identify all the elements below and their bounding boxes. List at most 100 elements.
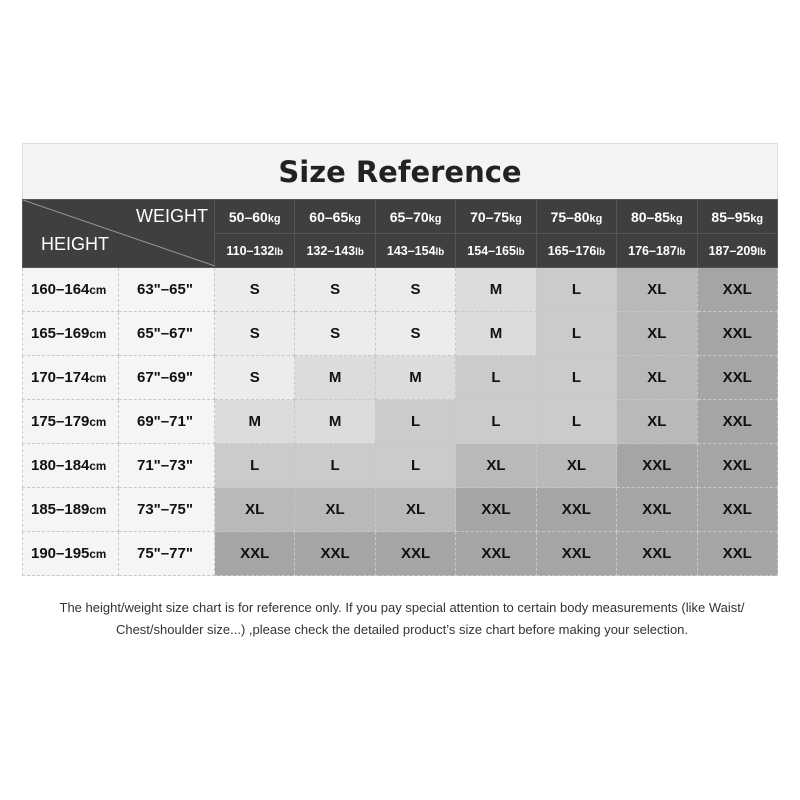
size-cell: XXL	[696, 267, 779, 312]
unit: cm	[89, 416, 107, 429]
unit: cm	[89, 328, 107, 341]
size-cell: M	[213, 399, 296, 444]
diagonal-divider	[23, 200, 215, 266]
size-cell: L	[213, 443, 296, 488]
table-row: 160–164cm 63"–65" S S S M L XL XXL	[22, 267, 779, 312]
weight-kg-header: 70–75kg	[455, 199, 537, 234]
height-cm: 165–169cm	[22, 311, 119, 356]
size-cell: XL	[616, 399, 698, 444]
size-cell: XXL	[455, 531, 537, 576]
size-cell: M	[455, 267, 537, 312]
size-cell: XL	[455, 443, 537, 488]
weight-lb-header: 154–165lb	[455, 233, 537, 268]
size-cell: XXL	[616, 487, 698, 532]
size-cell: XL	[535, 443, 618, 488]
size-cell: L	[535, 267, 618, 312]
unit: kg	[267, 212, 281, 225]
size-cell: XL	[294, 487, 376, 532]
table-row: 190–195cm 75"–77" XXL XXL XXL XXL XXL XXL XXL	[22, 531, 779, 576]
height-inch: 73"–75"	[118, 487, 215, 532]
height-cm: 185–189cm	[22, 487, 119, 532]
value: 50–60	[228, 208, 268, 225]
height-cm: 170–174cm	[22, 355, 119, 400]
weight-kg-header: 65–70kg	[374, 199, 457, 234]
size-cell: XL	[616, 311, 698, 356]
value: 165–176	[547, 243, 597, 258]
size-cell: XXL	[696, 399, 779, 444]
size-cell: XXL	[696, 443, 779, 488]
size-cell: S	[294, 311, 376, 356]
height-inch: 63"–65"	[118, 267, 215, 312]
unit: kg	[348, 212, 361, 225]
table-row: 165–169cm 65"–67" S S S M L XL XXL	[22, 311, 779, 356]
value: 110–132	[226, 243, 275, 258]
size-cell: M	[374, 355, 457, 400]
value: 190–195	[31, 545, 90, 562]
value: 165–169	[31, 325, 90, 342]
value: 175–179	[31, 413, 90, 430]
size-cell: M	[294, 399, 376, 444]
size-cell: M	[294, 355, 376, 400]
size-cell: XL	[616, 355, 698, 400]
unit: cm	[89, 284, 107, 297]
table-row: 180–184cm 71"–73" L L L XL XL XXL XXL	[22, 443, 779, 488]
height-cm: 160–164cm	[22, 267, 119, 312]
size-cell: S	[213, 267, 296, 312]
weight-kg-header: 85–95kg	[696, 199, 779, 234]
unit: lb	[355, 246, 364, 258]
header-corner: WEIGHT HEIGHT	[22, 199, 215, 268]
height-inch: 67"–69"	[118, 355, 215, 400]
size-cell: XXL	[455, 487, 537, 532]
size-cell: XXL	[696, 311, 779, 356]
size-cell: S	[294, 267, 376, 312]
height-label: HEIGHT	[41, 234, 110, 254]
chart-title: Size Reference	[22, 143, 778, 199]
size-cell: L	[374, 399, 457, 444]
unit: kg	[428, 212, 442, 225]
size-chart: Size Reference WEIGHT HEIGHT 50–60kg 60–6…	[22, 143, 779, 576]
height-inch: 75"–77"	[118, 531, 215, 576]
height-inch: 69"–71"	[118, 399, 215, 444]
value: 185–189	[31, 501, 90, 518]
weight-kg-header: 60–65kg	[294, 199, 376, 234]
size-cell: XXL	[535, 487, 618, 532]
size-cell: XXL	[213, 531, 296, 576]
size-cell: M	[455, 311, 537, 356]
size-cell: L	[455, 355, 537, 400]
unit: cm	[89, 460, 107, 473]
value: 180–184	[31, 457, 90, 474]
size-cell: S	[374, 267, 457, 312]
size-cell: XXL	[616, 443, 698, 488]
value: 143–154	[386, 243, 436, 258]
unit: lb	[676, 246, 686, 258]
table-row: 170–174cm 67"–69" S M M L L XL XXL	[22, 355, 779, 400]
height-cm: 175–179cm	[22, 399, 119, 444]
size-cell: L	[294, 443, 376, 488]
size-cell: XXL	[374, 531, 457, 576]
value: 80–85	[630, 208, 670, 225]
value: 160–164	[31, 281, 90, 298]
weight-lb-header: 176–187lb	[616, 233, 698, 268]
height-inch: 65"–67"	[118, 311, 215, 356]
unit: lb	[596, 246, 606, 258]
value: 65–70	[389, 208, 429, 225]
unit: kg	[669, 212, 683, 225]
value: 85–95	[711, 208, 751, 225]
height-inch: 71"–73"	[118, 443, 215, 488]
value: 154–165	[467, 243, 516, 258]
size-cell: XXL	[696, 355, 779, 400]
size-cell: XXL	[294, 531, 376, 576]
size-cell: S	[213, 355, 296, 400]
weight-lb-header: 143–154lb	[374, 233, 457, 268]
unit: cm	[89, 372, 107, 385]
unit: lb	[435, 246, 445, 258]
size-table: WEIGHT HEIGHT 50–60kg 60–65kg 65–70kg 70–75…	[22, 199, 779, 576]
table-row: 185–189cm 73"–75" XL XL XL XXL XXL XXL XXL	[22, 487, 779, 532]
size-cell: L	[374, 443, 457, 488]
weight-lb-header: 132–143lb	[294, 233, 376, 268]
value: 187–209	[708, 243, 758, 258]
size-cell: XL	[213, 487, 296, 532]
weight-lb-header: 187–209lb	[696, 233, 779, 268]
size-cell: XXL	[535, 531, 618, 576]
value: 60–65	[309, 208, 349, 225]
